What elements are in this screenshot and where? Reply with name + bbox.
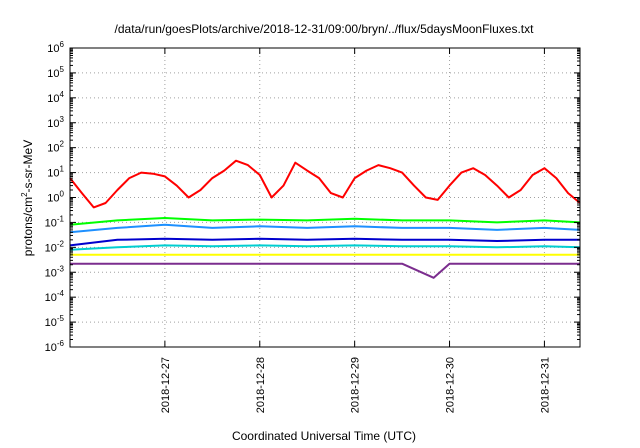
x-axis: 2018-12-27 2018-12-28 2018-12-29 2018-12-30… (160, 48, 551, 413)
y-tick-label: 10-3 (45, 264, 65, 279)
series-group (69, 159, 581, 279)
series-line-4 (69, 244, 581, 251)
y-tick-label-base: 10 (45, 317, 57, 329)
y-tick-label: 102 (47, 140, 64, 155)
y-axis-label-sup: 2 (20, 192, 29, 197)
y-axis-label: protons/cm2-s-sr-MeV (20, 140, 35, 256)
y-tick-label-base: 10 (47, 168, 59, 180)
y-tick-label-base: 10 (47, 43, 59, 55)
y-tick-label-exp: 1 (60, 165, 65, 174)
y-tick-label-base: 10 (47, 118, 59, 130)
series-line-1 (69, 159, 581, 209)
y-tick-label-exp: 6 (60, 40, 65, 49)
y-tick-label: 101 (47, 165, 64, 180)
y-tick-label: 106 (47, 40, 64, 55)
x-tick-label: 2018-12-29 (350, 357, 362, 413)
y-tick-label-exp: 3 (60, 115, 65, 124)
y-tick-label-exp: -6 (57, 339, 65, 348)
y-tick-label: 100 (47, 190, 64, 205)
y-tick-label-exp: 5 (60, 65, 65, 74)
y-tick-label-exp: -1 (57, 214, 65, 223)
y-tick-label: 10-4 (45, 289, 65, 304)
y-axis: 10-610-510-410-310-210-11001011021031041… (45, 40, 580, 354)
x-tick-label: 2018-12-28 (255, 357, 267, 413)
y-tick-label-base: 10 (47, 193, 59, 205)
chart-title: /data/run/goesPlots/archive/2018-12-31/0… (115, 22, 535, 36)
y-tick-label: 104 (47, 90, 64, 105)
x-tick-label: 2018-12-27 (160, 357, 172, 413)
x-tick-label: 2018-12-31 (539, 357, 551, 413)
y-tick-label-base: 10 (45, 342, 57, 354)
y-tick-label: 10-5 (45, 314, 65, 329)
x-axis-label: Coordinated Universal Time (UTC) (232, 429, 416, 443)
y-tick-label-base: 10 (45, 267, 57, 279)
y-axis-label-base: protons/cm (21, 197, 35, 256)
y-tick-label-exp: 4 (60, 90, 65, 99)
series-line-7 (70, 262, 580, 279)
y-tick-label-base: 10 (47, 143, 59, 155)
y-tick-label-base: 10 (45, 292, 57, 304)
y-tick-label-exp: -4 (57, 289, 65, 298)
y-tick-label-exp: -2 (57, 239, 65, 248)
y-tick-label-base: 10 (47, 93, 59, 105)
y-tick-label: 10-2 (45, 239, 65, 254)
y-tick-label-base: 10 (45, 217, 57, 229)
y-tick-label-exp: -5 (57, 314, 65, 323)
series-line-3 (69, 223, 581, 234)
y-tick-label: 105 (47, 65, 64, 80)
y-tick-label: 103 (47, 115, 64, 130)
series-line-2 (69, 217, 581, 226)
series-line-5 (69, 237, 580, 247)
grid (70, 48, 580, 347)
y-tick-label-exp: -3 (57, 264, 65, 273)
x-tick-label: 2018-12-30 (445, 357, 457, 413)
y-tick-label: 10-6 (45, 339, 65, 354)
y-tick-label-base: 10 (47, 68, 59, 80)
y-tick-label: 10-1 (45, 214, 65, 229)
y-tick-label-exp: 2 (60, 140, 65, 149)
y-tick-label-base: 10 (45, 242, 57, 254)
y-axis-label-rest: -s-sr-MeV (21, 140, 35, 193)
y-tick-label-exp: 0 (60, 190, 65, 199)
